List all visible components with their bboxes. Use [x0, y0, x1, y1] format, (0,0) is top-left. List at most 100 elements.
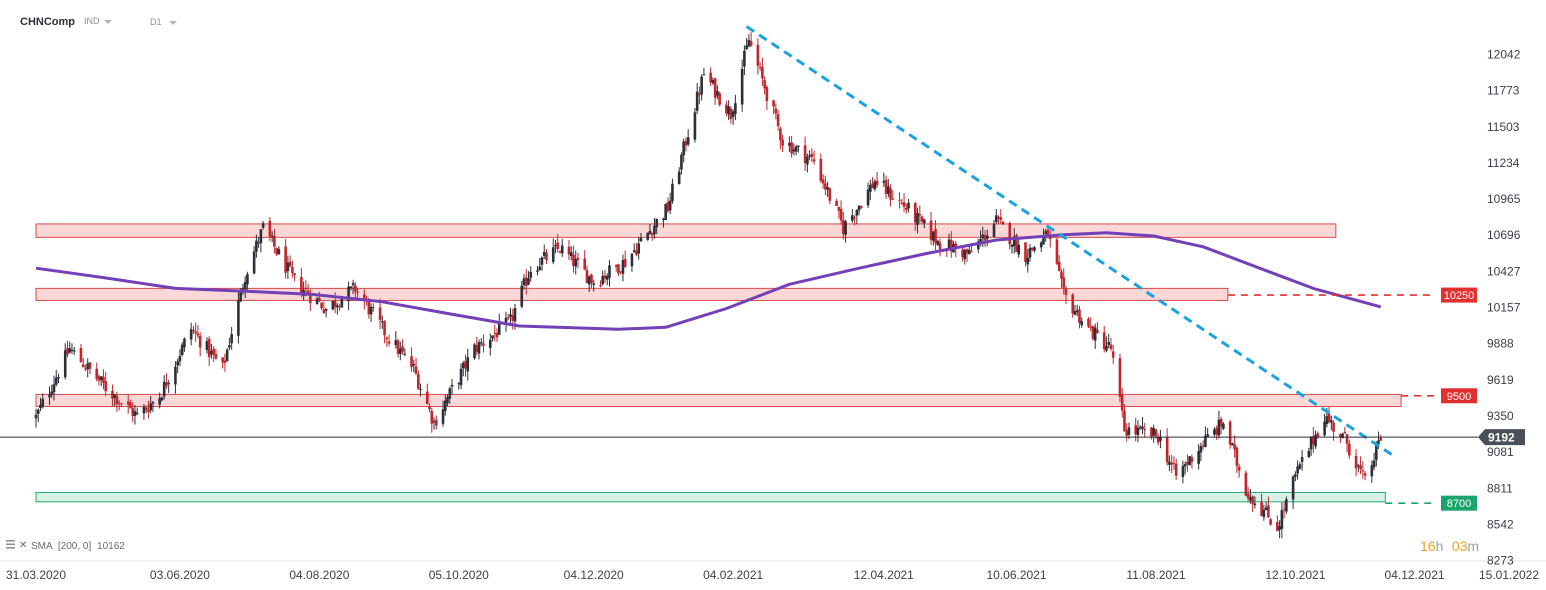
support-zone[interactable] — [35, 491, 1386, 503]
candle — [1260, 493, 1263, 517]
candle — [430, 407, 434, 433]
candle — [587, 275, 591, 292]
candle-body — [875, 180, 879, 186]
candle-body — [441, 409, 445, 424]
candle-body — [81, 364, 85, 368]
candle — [246, 271, 249, 292]
candle — [887, 179, 890, 198]
candle — [1327, 406, 1331, 424]
candle-body — [839, 208, 843, 221]
candle-body — [1345, 434, 1349, 444]
candle-body — [1280, 510, 1284, 529]
candle — [417, 370, 420, 390]
candle — [749, 32, 753, 47]
candle — [1253, 496, 1257, 509]
indicator-close-icon[interactable]: ✕ — [19, 540, 27, 551]
candle-body — [488, 339, 492, 348]
candle-body — [363, 294, 366, 302]
candle-body — [756, 44, 760, 66]
candle-body — [1015, 235, 1018, 252]
candle — [412, 359, 416, 373]
candle — [1078, 305, 1081, 329]
candle-body — [918, 214, 922, 216]
plot-area[interactable]: 10250 9500 8700 — [0, 25, 1478, 539]
x-tick-label: 10.06.2021 — [986, 568, 1046, 582]
candle — [1343, 426, 1347, 434]
resistance-zone[interactable] — [35, 393, 1402, 408]
candle-body — [664, 203, 667, 220]
candle — [527, 271, 530, 286]
candle — [740, 59, 744, 112]
candle-body — [230, 334, 233, 344]
interval-dropdown-icon[interactable] — [169, 21, 177, 25]
x-tick-label: 12.10.2021 — [1265, 568, 1325, 582]
candle — [52, 375, 56, 401]
candle-body — [889, 188, 892, 200]
candle — [551, 238, 555, 265]
candle — [120, 403, 123, 407]
candle-body — [151, 402, 155, 404]
candle-body — [356, 291, 359, 293]
candle-body — [1071, 294, 1075, 314]
candle-body — [812, 159, 816, 162]
candle — [583, 250, 587, 270]
candle-body — [133, 411, 137, 416]
candle — [1118, 353, 1122, 403]
candle — [99, 376, 103, 387]
candle-body — [999, 217, 1003, 220]
trend-line[interactable] — [745, 25, 1393, 457]
candle — [1030, 247, 1034, 252]
candle — [432, 417, 436, 430]
candle-body — [713, 78, 717, 98]
type-dropdown-icon[interactable] — [104, 20, 112, 24]
candle — [1156, 433, 1160, 446]
candle — [252, 246, 256, 275]
candle — [637, 237, 640, 260]
candle-body — [1096, 329, 1099, 333]
candle — [1188, 456, 1191, 466]
indicator-menu-icon[interactable] — [6, 540, 15, 549]
candle — [664, 203, 667, 221]
candle — [320, 301, 323, 310]
candle-body — [270, 235, 274, 237]
candle-body — [223, 360, 227, 363]
instrument-type-label[interactable]: IND — [84, 16, 100, 26]
candle-body — [655, 219, 658, 228]
interval-label[interactable]: D1 — [150, 17, 162, 27]
candle — [48, 386, 51, 406]
candle — [1282, 502, 1286, 519]
level-label-background — [1441, 287, 1477, 303]
candle-body — [1201, 445, 1205, 447]
candle — [1183, 461, 1187, 475]
candle — [1168, 455, 1171, 471]
candle-body — [1372, 460, 1376, 468]
candle — [1012, 228, 1016, 254]
candle-body — [457, 383, 461, 385]
time-axis[interactable]: 31.03.2020 03.06.2020 04.08.2020 05.10.2020… — [6, 568, 1539, 582]
candle-body — [401, 346, 404, 352]
indicator-legend[interactable]: ✕ SMA [200, 0] 10162 — [6, 540, 125, 552]
level-lines: 10250 9500 8700 — [1227, 287, 1477, 511]
symbol-label[interactable]: CHNComp — [20, 16, 75, 28]
candle — [1280, 502, 1284, 539]
candle — [479, 338, 483, 347]
price-axis[interactable]: 12042 11773 11503 11234 10965 10696 10427 10157… — [1487, 48, 1521, 568]
x-tick-label: 04.08.2020 — [289, 568, 349, 582]
candle — [853, 215, 856, 226]
candle — [668, 192, 672, 215]
candle — [149, 396, 152, 414]
candle — [918, 205, 922, 224]
candle — [354, 281, 357, 298]
candle — [1228, 419, 1232, 449]
candle — [482, 334, 485, 353]
candle-body — [1188, 456, 1191, 466]
y-tick-label: 9081 — [1487, 445, 1514, 459]
candle — [261, 220, 265, 230]
candle-body — [1026, 257, 1030, 265]
candle-body — [1087, 318, 1090, 327]
candle — [372, 303, 375, 312]
candle — [851, 208, 854, 223]
candle — [509, 307, 512, 324]
candle — [81, 357, 85, 368]
